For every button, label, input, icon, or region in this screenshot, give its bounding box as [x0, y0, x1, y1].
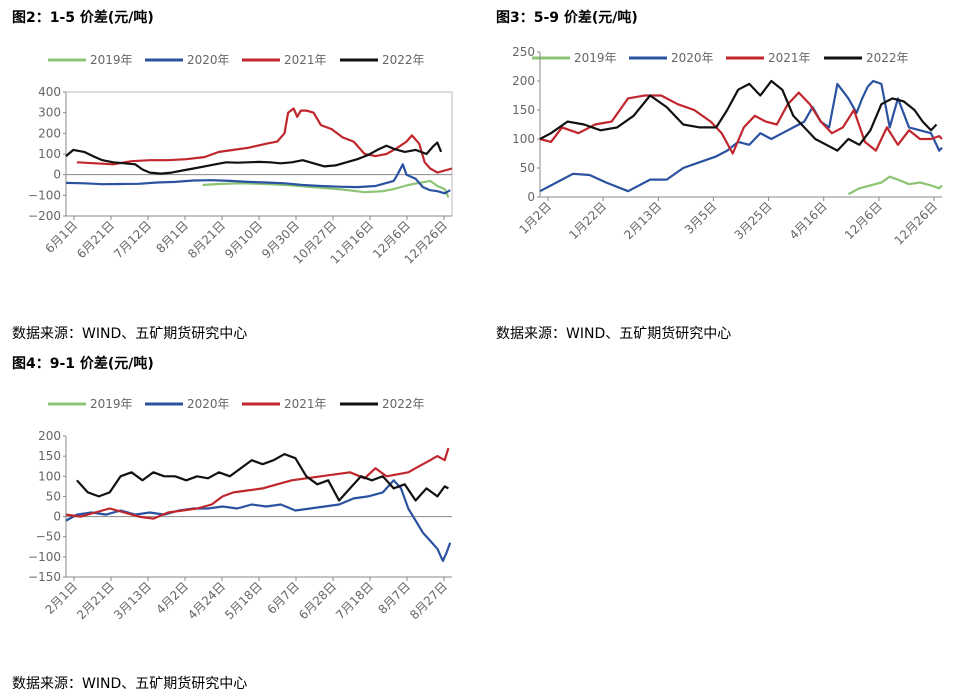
x-tick-label: 4月24日 [185, 579, 228, 622]
y-tick-label: −100 [28, 550, 61, 564]
y-tick-label: −100 [28, 188, 61, 202]
legend-label: 2021年 [768, 51, 811, 65]
x-tick-label: 8月21日 [185, 218, 228, 261]
y-tick-label: 200 [38, 429, 61, 443]
x-tick-label: 2月13日 [621, 199, 664, 242]
x-tick-label: 5月18日 [222, 579, 265, 622]
legend-label: 2020年 [187, 397, 230, 411]
y-tick-label: 300 [38, 106, 61, 120]
legend-label: 2019年 [90, 397, 133, 411]
legend-label: 2020年 [671, 51, 714, 65]
series-line [202, 179, 450, 198]
x-tick-label: 1月22日 [566, 199, 609, 242]
x-tick-label: 3月13日 [111, 579, 154, 622]
x-tick-label: 12月6日 [842, 199, 885, 242]
y-tick-label: −50 [36, 530, 61, 544]
chart2-plot: 2019年 2020年 2021年 2022年 0 50 100 150 200 250 1月2日 1… [512, 45, 943, 248]
legend-label: 2022年 [866, 51, 909, 65]
series-line [539, 91, 943, 155]
legend-label: 2022年 [382, 397, 425, 411]
y-tick-label: 100 [38, 469, 61, 483]
series-line [65, 163, 451, 195]
chart3-title: 图4：9-1 价差(元/吨) [12, 356, 154, 372]
x-tick-label: 1月2日 [516, 199, 554, 237]
x-tick-label: 9月10日 [222, 218, 265, 261]
y-tick-label: −150 [28, 570, 61, 584]
series-line [539, 79, 938, 152]
series-line [65, 141, 443, 175]
chart2-source: 数据来源：WIND、五矿期货研究中心 [496, 326, 732, 342]
chart3-plot: 2019年 2020年 2021年 2022年 −150 −100 −50 0 50 100 150… [28, 397, 452, 622]
y-tick-label: 100 [38, 147, 61, 161]
legend-label: 2020年 [187, 53, 230, 67]
series-line [76, 452, 449, 502]
chart3-source: 数据来源：WIND、五矿期货研究中心 [12, 676, 248, 692]
legend-label: 2019年 [90, 53, 133, 67]
y-tick-label: 200 [512, 74, 535, 88]
series-line [65, 479, 452, 562]
series-line [539, 79, 943, 193]
x-tick-label: 7月12日 [111, 218, 154, 261]
x-tick-label: 7月18日 [333, 579, 376, 622]
legend-label: 2022年 [382, 53, 425, 67]
y-tick-label: 0 [527, 190, 535, 204]
x-tick-label: 4月16日 [787, 199, 830, 242]
x-tick-label: 12月26日 [892, 199, 940, 247]
x-tick-label: 3月25日 [732, 199, 775, 242]
x-tick-label: 6月28日 [296, 579, 339, 622]
x-tick-label: 2月21日 [74, 579, 117, 622]
series-line [65, 447, 450, 520]
y-tick-label: 100 [512, 132, 535, 146]
y-tick-label: 200 [38, 126, 61, 140]
y-tick-label: 50 [520, 161, 535, 175]
legend-label: 2021年 [284, 397, 327, 411]
y-tick-label: 250 [512, 45, 535, 59]
plot-frame [65, 91, 453, 217]
x-tick-label: 6月21日 [74, 218, 117, 261]
y-tick-label: 50 [46, 489, 61, 503]
series-line [847, 175, 943, 196]
chart1-plot: 2019年 2020年 2021年 2022年 −200 −100 0 100 200 300 40… [28, 53, 453, 267]
chart1-source: 数据来源：WIND、五矿期货研究中心 [12, 326, 248, 342]
y-tick-label: 150 [38, 449, 61, 463]
legend-label: 2019年 [574, 51, 617, 65]
legend-label: 2021年 [284, 53, 327, 67]
series-line [76, 107, 453, 174]
chart2-title: 图3：5-9 价差(元/吨) [496, 10, 638, 26]
y-tick-label: 0 [53, 510, 61, 524]
x-tick-label: 3月5日 [682, 199, 720, 237]
chart1-title: 图2：1-5 价差(元/吨) [12, 10, 154, 26]
y-tick-label: 0 [53, 168, 61, 182]
y-tick-label: −200 [28, 209, 61, 223]
x-tick-label: 8月27日 [407, 579, 450, 622]
y-tick-label: 150 [512, 103, 535, 117]
y-tick-label: 400 [38, 85, 61, 99]
